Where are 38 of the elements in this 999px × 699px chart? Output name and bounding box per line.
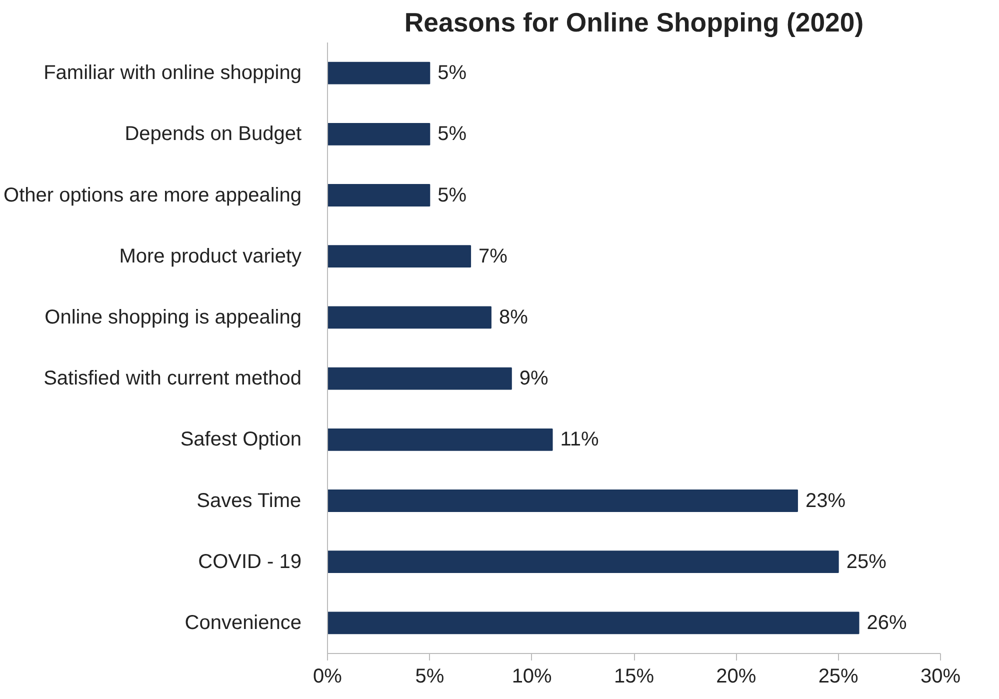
- y-tick-label: Safest Option: [180, 428, 302, 451]
- data-label: 5%: [438, 123, 467, 146]
- bar: [328, 367, 512, 390]
- data-label: 23%: [805, 490, 846, 512]
- bar: [328, 306, 492, 329]
- x-tick-label: 0%: [313, 666, 342, 688]
- y-tick-label: Satisfied with current method: [44, 368, 302, 390]
- chart-title: Reasons for Online Shopping (2020): [404, 8, 864, 38]
- data-label: 11%: [560, 428, 600, 451]
- y-tick-label: Online shopping is appealing: [44, 306, 302, 328]
- x-tick-label: 25%: [818, 666, 859, 688]
- bar: [328, 550, 839, 574]
- bar: [328, 612, 860, 634]
- data-label: 7%: [478, 245, 508, 268]
- y-tick-label: Saves Time: [196, 490, 302, 512]
- x-tick-label: 10%: [512, 666, 552, 688]
- bar: [328, 184, 430, 206]
- y-tick-label: Convenience: [184, 612, 302, 634]
- x-tick-label: 20%: [716, 666, 756, 688]
- bar: [328, 245, 472, 268]
- y-tick-label: Familiar with online shopping: [44, 62, 302, 84]
- bar: [328, 62, 430, 84]
- data-label: 5%: [438, 62, 467, 84]
- bar: [328, 490, 798, 512]
- data-label: 8%: [498, 306, 528, 328]
- bar: [328, 428, 553, 451]
- data-label: 9%: [519, 368, 549, 390]
- y-tick-label: More product variety: [119, 245, 302, 268]
- data-label: 5%: [438, 184, 467, 206]
- y-tick-label: Depends on Budget: [124, 123, 302, 146]
- y-tick-label: Other options are more appealing: [4, 184, 302, 206]
- y-tick-label: COVID - 19: [198, 550, 302, 573]
- x-tick-label: 15%: [614, 666, 654, 688]
- data-label: 26%: [866, 612, 908, 634]
- bar: [328, 122, 430, 146]
- x-tick-label: 30%: [920, 666, 961, 688]
- data-label: 25%: [846, 550, 887, 573]
- x-tick-label: 5%: [415, 666, 444, 688]
